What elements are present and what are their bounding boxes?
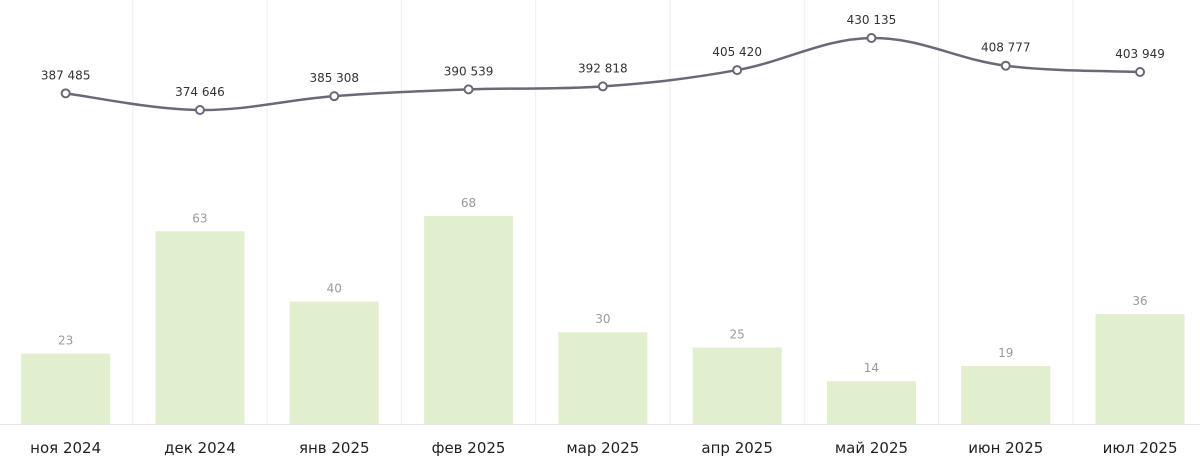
bar-4: [558, 332, 648, 424]
bar-3: [424, 216, 514, 424]
bars-layer: [21, 216, 1185, 424]
bar-value-label: 14: [864, 361, 879, 375]
line-point-5: [732, 65, 743, 76]
x-tick-label: апр 2025: [701, 439, 772, 457]
line-point-6: [866, 33, 877, 43]
x-tick-label: дек 2024: [164, 439, 236, 457]
x-tick-label: мар 2025: [566, 439, 639, 457]
x-axis-ticks: ноя 2024 дек 2024 янв 2025 фев 2025 мар 2025…: [30, 439, 1177, 457]
bar-0: [21, 353, 111, 424]
bar-1: [155, 231, 245, 424]
bar-value-label: 23: [58, 334, 73, 348]
x-tick-label: ноя 2024: [30, 439, 101, 457]
bar-labels-layer: 23 63 40 68 30 25 14 19 36: [58, 196, 1148, 375]
line-value-label: 387 485: [41, 68, 91, 82]
bar-8: [1095, 313, 1185, 424]
x-tick-label: май 2025: [835, 439, 908, 457]
bar-value-label: 30: [595, 312, 610, 326]
line-value-label: 405 420: [712, 45, 762, 59]
line-value-label: 408 777: [981, 41, 1031, 55]
points-layer: [60, 33, 1146, 115]
line-point-2: [329, 91, 340, 102]
x-tick-label: фев 2025: [432, 439, 506, 457]
grid-layer: [0, 0, 1200, 425]
bar-value-label: 40: [327, 282, 342, 296]
line-point-4: [597, 81, 608, 92]
bar-5: [692, 347, 782, 424]
bar-value-label: 68: [461, 196, 476, 210]
line-point-8: [1135, 66, 1146, 77]
line-value-label: 390 539: [444, 64, 494, 78]
line-point-7: [1000, 60, 1011, 71]
line-point-0: [60, 88, 71, 99]
bar-value-label: 25: [730, 328, 745, 342]
x-tick-label: июн 2025: [968, 439, 1043, 457]
line-value-label: 403 949: [1115, 47, 1165, 61]
line-point-3: [463, 84, 474, 95]
bar-7: [961, 365, 1051, 424]
line-value-label: 392 818: [578, 61, 628, 75]
bar-2: [289, 301, 379, 424]
bar-value-label: 36: [1132, 294, 1147, 308]
line-value-label: 430 135: [847, 13, 897, 27]
x-tick-label: янв 2025: [299, 439, 370, 457]
line-point-1: [194, 105, 205, 115]
line-value-label: 374 646: [175, 85, 225, 99]
line-value-label: 385 308: [309, 71, 359, 85]
bar-6: [826, 381, 916, 424]
point-labels-layer: 387 485 374 646 385 308 390 539 392 818 405 4…: [41, 13, 1165, 99]
bar-value-label: 19: [998, 346, 1013, 360]
bar-value-label: 63: [192, 211, 207, 225]
x-tick-label: июл 2025: [1103, 439, 1178, 457]
